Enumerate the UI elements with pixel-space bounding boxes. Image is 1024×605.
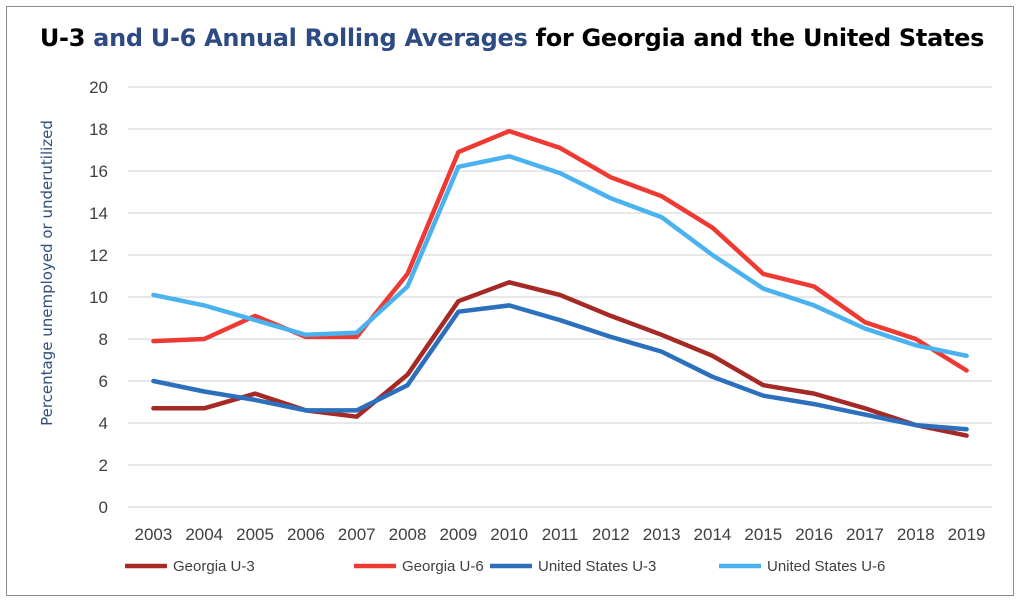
y-tick-label: 18 xyxy=(89,120,108,139)
legend: Georgia U-3 Georgia U-6 United States U-3 U… xyxy=(125,558,885,575)
chart-title: U-3 and U-6 Annual Rolling Averages for … xyxy=(0,24,1024,52)
x-tick-label: 2005 xyxy=(236,525,274,544)
y-axis-label: Percentage unemployed or underutilized xyxy=(38,120,56,426)
title-part-2: and U-6 Annual xyxy=(93,24,305,52)
x-tick-label: 2014 xyxy=(694,525,732,544)
legend-label: Georgia U-3 xyxy=(173,558,255,575)
y-tick-label: 4 xyxy=(99,414,108,433)
y-axis-ticks: 0 2 4 6 8 10 12 14 16 18 20 xyxy=(89,78,108,517)
x-tick-label: 2011 xyxy=(542,525,579,544)
y-tick-label: 8 xyxy=(99,330,108,349)
x-tick-label: 2004 xyxy=(185,525,223,544)
x-tick-label: 2006 xyxy=(287,525,325,544)
y-tick-label: 20 xyxy=(89,78,108,97)
x-tick-label: 2018 xyxy=(897,525,935,544)
x-tick-label: 2017 xyxy=(846,525,884,544)
x-tick-label: 2009 xyxy=(439,525,477,544)
series-line-2 xyxy=(151,128,969,373)
x-tick-label: 2012 xyxy=(592,525,630,544)
series-lines xyxy=(151,128,969,438)
x-axis-ticks: 2003 2004 2005 2006 2007 2008 2009 2010 2011 2012… xyxy=(134,525,985,544)
x-tick-label: 2016 xyxy=(795,525,833,544)
title-part-3: Rolling Averages xyxy=(304,24,528,52)
x-tick-label: 2008 xyxy=(389,525,427,544)
title-part-1: U-3 xyxy=(39,24,94,52)
y-tick-label: 14 xyxy=(89,204,108,223)
legend-label: Georgia U-6 xyxy=(402,558,484,575)
x-tick-label: 2007 xyxy=(338,525,376,544)
y-tick-label: 10 xyxy=(89,288,108,307)
x-tick-label: 2013 xyxy=(643,525,681,544)
x-tick-label: 2015 xyxy=(744,525,782,544)
y-tick-label: 16 xyxy=(89,162,108,181)
series-line-4 xyxy=(151,154,969,359)
x-tick-label: 2010 xyxy=(490,525,528,544)
legend-label: United States U-3 xyxy=(538,558,656,575)
legend-label: United States U-6 xyxy=(767,558,885,575)
y-tick-label: 6 xyxy=(99,372,108,391)
series-line-3 xyxy=(151,303,969,432)
y-tick-label: 12 xyxy=(89,246,108,265)
title-part-4: for Georgia and the United States xyxy=(527,24,985,52)
y-tick-label: 2 xyxy=(99,456,108,475)
y-tick-label: 0 xyxy=(99,498,108,517)
x-tick-label: 2019 xyxy=(948,525,986,544)
x-tick-label: 2003 xyxy=(134,525,172,544)
